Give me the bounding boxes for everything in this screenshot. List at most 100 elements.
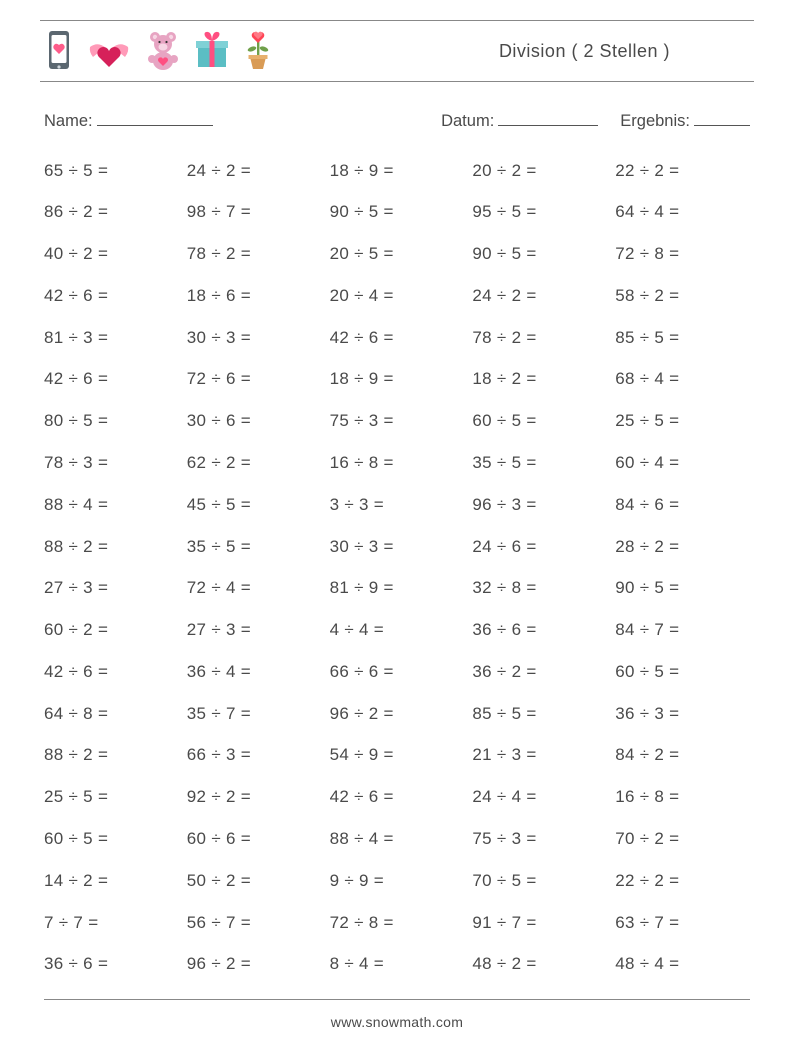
teddy-bear-icon: [144, 29, 182, 76]
problem-cell: 50 ÷ 2 =: [187, 859, 322, 901]
problem-cell: 3 ÷ 3 =: [330, 483, 465, 525]
problem-cell: 35 ÷ 5 =: [472, 442, 607, 484]
problem-cell: 42 ÷ 6 =: [44, 274, 179, 316]
problem-cell: 20 ÷ 4 =: [330, 274, 465, 316]
problem-cell: 64 ÷ 4 =: [615, 191, 750, 233]
problem-cell: 7 ÷ 7 =: [44, 901, 179, 943]
phone-heart-icon: [44, 29, 74, 76]
problem-cell: 18 ÷ 2 =: [472, 358, 607, 400]
problem-cell: 42 ÷ 6 =: [44, 358, 179, 400]
problem-cell: 98 ÷ 7 =: [187, 191, 322, 233]
problem-cell: 80 ÷ 5 =: [44, 400, 179, 442]
problem-cell: 27 ÷ 3 =: [187, 609, 322, 651]
problem-cell: 92 ÷ 2 =: [187, 776, 322, 818]
winged-heart-icon: [86, 37, 132, 76]
problem-cell: 16 ÷ 8 =: [330, 442, 465, 484]
decorative-icons: [44, 27, 274, 76]
problem-cell: 96 ÷ 2 =: [187, 943, 322, 985]
problem-cell: 24 ÷ 2 =: [187, 149, 322, 191]
problem-cell: 88 ÷ 2 =: [44, 734, 179, 776]
problem-cell: 36 ÷ 2 =: [472, 651, 607, 693]
problem-cell: 32 ÷ 8 =: [472, 567, 607, 609]
header-bar: Division ( 2 Stellen ): [40, 20, 754, 82]
problem-cell: 18 ÷ 9 =: [330, 358, 465, 400]
problem-cell: 16 ÷ 8 =: [615, 776, 750, 818]
flower-pot-icon: [242, 27, 274, 76]
problem-cell: 91 ÷ 7 =: [472, 901, 607, 943]
problem-cell: 72 ÷ 6 =: [187, 358, 322, 400]
problem-cell: 65 ÷ 5 =: [44, 149, 179, 191]
problem-cell: 96 ÷ 2 =: [330, 692, 465, 734]
problem-cell: 24 ÷ 6 =: [472, 525, 607, 567]
problem-cell: 60 ÷ 2 =: [44, 609, 179, 651]
worksheet-title: Division ( 2 Stellen ): [499, 41, 750, 62]
problem-cell: 36 ÷ 6 =: [44, 943, 179, 985]
problem-cell: 88 ÷ 2 =: [44, 525, 179, 567]
problem-cell: 42 ÷ 6 =: [330, 776, 465, 818]
problem-cell: 9 ÷ 9 =: [330, 859, 465, 901]
problem-cell: 88 ÷ 4 =: [44, 483, 179, 525]
gift-box-icon: [194, 29, 230, 76]
problem-cell: 18 ÷ 6 =: [187, 274, 322, 316]
problem-cell: 20 ÷ 2 =: [472, 149, 607, 191]
name-blank: [97, 108, 213, 126]
problem-cell: 21 ÷ 3 =: [472, 734, 607, 776]
problem-cell: 30 ÷ 6 =: [187, 400, 322, 442]
problem-cell: 81 ÷ 9 =: [330, 567, 465, 609]
problem-cell: 25 ÷ 5 =: [44, 776, 179, 818]
problem-cell: 66 ÷ 3 =: [187, 734, 322, 776]
problem-cell: 96 ÷ 3 =: [472, 483, 607, 525]
problem-cell: 75 ÷ 3 =: [330, 400, 465, 442]
problem-cell: 36 ÷ 4 =: [187, 651, 322, 693]
problem-cell: 84 ÷ 6 =: [615, 483, 750, 525]
problem-cell: 81 ÷ 3 =: [44, 316, 179, 358]
problem-cell: 70 ÷ 5 =: [472, 859, 607, 901]
problem-cell: 54 ÷ 9 =: [330, 734, 465, 776]
problem-cell: 72 ÷ 8 =: [615, 233, 750, 275]
problem-cell: 85 ÷ 5 =: [615, 316, 750, 358]
problem-cell: 90 ÷ 5 =: [330, 191, 465, 233]
problem-cell: 85 ÷ 5 =: [472, 692, 607, 734]
problem-cell: 30 ÷ 3 =: [330, 525, 465, 567]
problem-cell: 72 ÷ 4 =: [187, 567, 322, 609]
problem-cell: 78 ÷ 2 =: [472, 316, 607, 358]
problem-cell: 30 ÷ 3 =: [187, 316, 322, 358]
problem-cell: 35 ÷ 5 =: [187, 525, 322, 567]
problem-cell: 4 ÷ 4 =: [330, 609, 465, 651]
problem-cell: 63 ÷ 7 =: [615, 901, 750, 943]
date-label: Datum:: [441, 112, 494, 131]
problem-cell: 86 ÷ 2 =: [44, 191, 179, 233]
problem-cell: 60 ÷ 5 =: [472, 400, 607, 442]
problem-cell: 27 ÷ 3 =: [44, 567, 179, 609]
problem-cell: 60 ÷ 5 =: [615, 651, 750, 693]
problem-cell: 22 ÷ 2 =: [615, 859, 750, 901]
info-row: Name: Datum: Ergebnis:: [44, 108, 750, 131]
result-label: Ergebnis:: [620, 112, 690, 131]
problem-cell: 22 ÷ 2 =: [615, 149, 750, 191]
footer-text: www.snowmath.com: [40, 1000, 754, 1030]
problems-grid: 65 ÷ 5 =24 ÷ 2 =18 ÷ 9 =20 ÷ 2 =22 ÷ 2 =…: [40, 149, 754, 995]
problem-cell: 35 ÷ 7 =: [187, 692, 322, 734]
problem-cell: 62 ÷ 2 =: [187, 442, 322, 484]
name-label: Name:: [44, 112, 93, 131]
problem-cell: 78 ÷ 3 =: [44, 442, 179, 484]
problem-cell: 90 ÷ 5 =: [615, 567, 750, 609]
problem-cell: 18 ÷ 9 =: [330, 149, 465, 191]
problem-cell: 28 ÷ 2 =: [615, 525, 750, 567]
problem-cell: 24 ÷ 4 =: [472, 776, 607, 818]
problem-cell: 70 ÷ 2 =: [615, 818, 750, 860]
problem-cell: 56 ÷ 7 =: [187, 901, 322, 943]
problem-cell: 24 ÷ 2 =: [472, 274, 607, 316]
problem-cell: 20 ÷ 5 =: [330, 233, 465, 275]
problem-cell: 42 ÷ 6 =: [44, 651, 179, 693]
problem-cell: 84 ÷ 7 =: [615, 609, 750, 651]
problem-cell: 78 ÷ 2 =: [187, 233, 322, 275]
problem-cell: 68 ÷ 4 =: [615, 358, 750, 400]
problem-cell: 14 ÷ 2 =: [44, 859, 179, 901]
problem-cell: 36 ÷ 3 =: [615, 692, 750, 734]
problem-cell: 45 ÷ 5 =: [187, 483, 322, 525]
problem-cell: 66 ÷ 6 =: [330, 651, 465, 693]
problem-cell: 25 ÷ 5 =: [615, 400, 750, 442]
problem-cell: 48 ÷ 4 =: [615, 943, 750, 985]
problem-cell: 84 ÷ 2 =: [615, 734, 750, 776]
